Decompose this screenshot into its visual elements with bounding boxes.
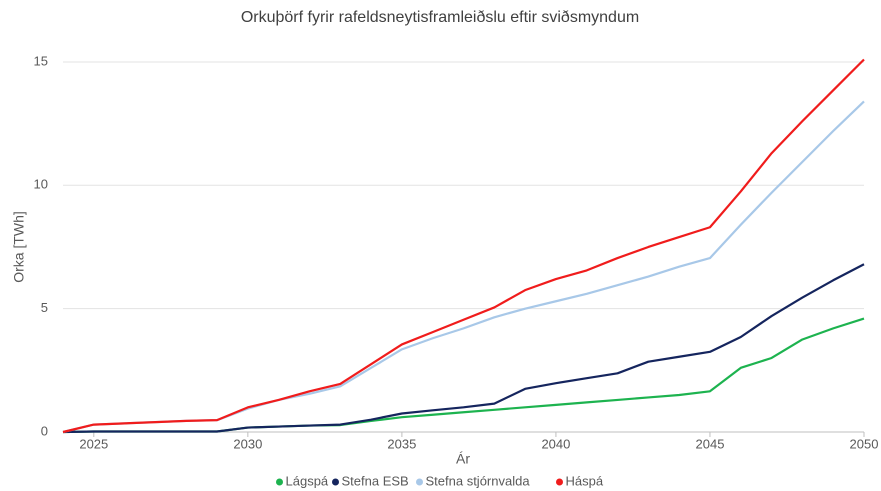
series-line (62, 100, 865, 434)
legend-marker (556, 478, 563, 486)
legend-marker (276, 478, 283, 486)
y-axis-label: Orka [TWh] (11, 211, 27, 283)
legend-marker (332, 478, 339, 486)
series-line (62, 263, 865, 434)
x-tick-label: 2030 (233, 436, 262, 451)
y-tick-label: 15 (34, 53, 48, 68)
x-tick-label: 2050 (850, 436, 879, 451)
x-tick-label: 2035 (387, 436, 416, 451)
legend-label: Stefna stjórnvalda (426, 473, 531, 488)
chart-title: Orkuþörf fyrir rafeldsneytisframleiðslu … (241, 9, 639, 26)
y-tick-label: 10 (34, 177, 48, 192)
legend-marker (416, 478, 423, 486)
x-axis-label: Ár (456, 451, 470, 467)
legend-label: Stefna ESB (342, 473, 409, 488)
x-tick-label: 2045 (696, 436, 725, 451)
y-tick-label: 5 (41, 300, 48, 315)
legend-label: Lágspá (286, 473, 329, 488)
x-tick-label: 2025 (79, 436, 108, 451)
series-line (62, 58, 865, 434)
legend-label: Háspá (566, 473, 604, 488)
y-tick-label: 0 (41, 423, 48, 438)
x-tick-label: 2040 (541, 436, 570, 451)
